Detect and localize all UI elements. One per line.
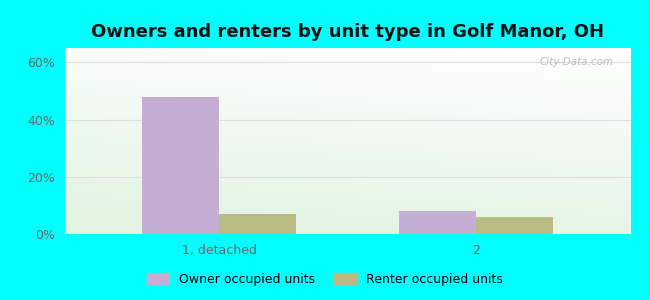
Bar [219, 214, 296, 234]
Title: Owners and renters by unit type in Golf Manor, OH: Owners and renters by unit type in Golf … [91, 23, 604, 41]
Legend: Owner occupied units, Renter occupied units: Owner occupied units, Renter occupied un… [142, 268, 508, 291]
Bar [476, 217, 553, 234]
Text: City-Data.com: City-Data.com [540, 57, 614, 67]
Bar [142, 97, 219, 234]
Bar [399, 211, 476, 234]
